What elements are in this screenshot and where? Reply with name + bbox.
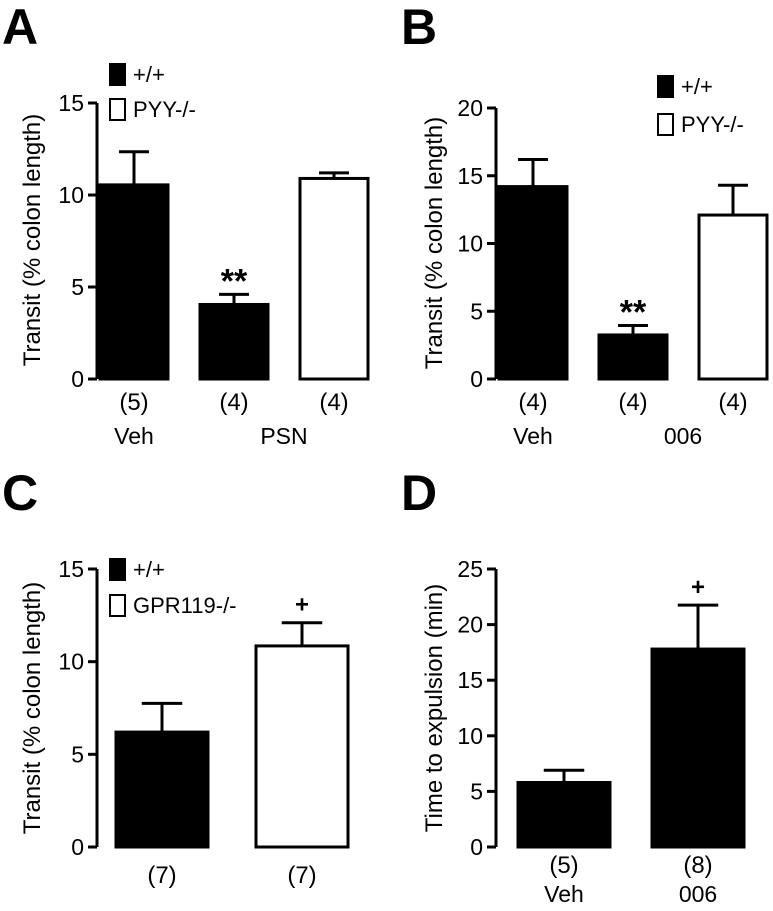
category-label: (4): [518, 389, 547, 416]
bar: [254, 644, 350, 849]
group-label: Veh: [544, 881, 584, 907]
panel-letter: C: [2, 465, 38, 521]
bar: [497, 185, 569, 381]
y-tick-label: 5: [470, 778, 483, 804]
panel-a: A 0 5 10 15 Transit (% colon length) (5) ** (4) (…: [2, 0, 370, 449]
group-label: 006: [679, 881, 717, 907]
legend-swatch: [657, 113, 674, 136]
legend-label: PYY-/-: [133, 97, 196, 122]
y-tick-label: 5: [71, 741, 84, 767]
significance-label: +: [691, 574, 705, 601]
legend-label: PYY-/-: [681, 112, 744, 137]
y-tick-label: 10: [58, 182, 84, 208]
bar: [114, 730, 210, 849]
panel-letter: D: [401, 465, 437, 521]
category-label: (4): [718, 389, 747, 416]
legend-swatch: [109, 594, 126, 617]
bar: [597, 333, 669, 381]
y-axis-label: Transit (% colon length): [421, 117, 448, 370]
bar: [298, 176, 370, 381]
panel-d: D 0 5 10 15 20 25 Time to expulsion (min) (5) + (8…: [401, 465, 746, 907]
group-label: Veh: [114, 423, 154, 449]
y-tick-label: 15: [457, 667, 483, 693]
legend-swatch: [657, 75, 674, 98]
y-tick-label: 15: [58, 90, 84, 116]
significance-label: +: [295, 592, 309, 619]
y-axis-label: Time to expulsion (min): [421, 584, 448, 833]
y-tick-label: 0: [71, 366, 84, 392]
category-label: (4): [319, 389, 348, 416]
y-axis-label: Transit (% colon length): [19, 114, 46, 367]
y-tick-label: 10: [457, 723, 483, 749]
y-tick-label: 15: [58, 556, 84, 582]
bar: [98, 183, 170, 381]
category-label: (5): [549, 852, 578, 879]
y-tick-label: 10: [457, 231, 483, 257]
category-label: (4): [219, 389, 248, 416]
legend-label: +/+: [133, 62, 165, 87]
bar: [650, 647, 746, 849]
legend-label: +/+: [133, 557, 165, 582]
legend-swatch: [109, 558, 126, 581]
y-tick-label: 10: [58, 649, 84, 675]
category-label: (5): [119, 389, 148, 416]
group-label: Veh: [513, 423, 553, 449]
category-label: (8): [683, 852, 712, 879]
category-label: (4): [618, 389, 647, 416]
significance-label: **: [620, 293, 647, 331]
y-tick-label: 20: [457, 95, 483, 121]
y-tick-label: 0: [71, 834, 84, 860]
y-tick-label: 5: [470, 298, 483, 324]
y-tick-label: 0: [470, 366, 483, 392]
panel-letter: B: [401, 0, 437, 55]
significance-label: **: [221, 262, 248, 300]
y-axis-label: Transit (% colon length): [19, 582, 46, 835]
group-label: 006: [664, 423, 702, 449]
category-label: (7): [287, 862, 316, 889]
bar: [697, 213, 769, 381]
panel-c: C 0 5 10 15 Transit (% colon length) (7) + (7) +/…: [2, 465, 350, 889]
y-tick-label: 0: [470, 834, 483, 860]
legend-swatch: [109, 98, 126, 121]
y-tick-label: 15: [457, 163, 483, 189]
bar: [198, 302, 270, 381]
group-label: PSN: [260, 423, 307, 449]
panel-letter: A: [2, 0, 38, 55]
legend-label: +/+: [681, 74, 713, 99]
y-tick-label: 5: [71, 274, 84, 300]
panel-b: B 0 5 10 15 20 Transit (% colon length) (4) ** (4…: [401, 0, 769, 449]
category-label: (7): [147, 862, 176, 889]
y-tick-label: 25: [457, 556, 483, 582]
legend-swatch: [109, 63, 126, 86]
y-tick-label: 20: [457, 612, 483, 638]
legend-label: GPR119-/-: [133, 593, 237, 618]
bar: [516, 781, 612, 849]
